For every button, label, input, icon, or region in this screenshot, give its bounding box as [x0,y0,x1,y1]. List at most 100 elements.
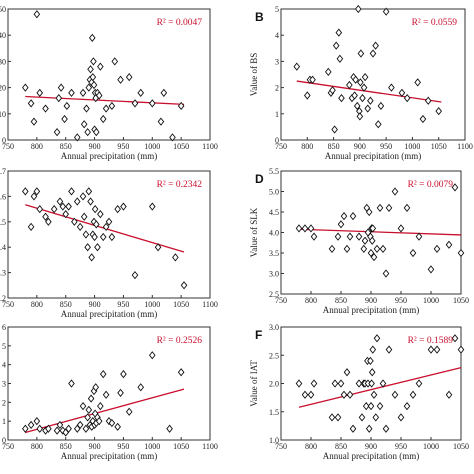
data-point [346,80,353,90]
data-point [85,83,93,92]
data-point [367,248,375,258]
data-point [99,232,107,242]
data-point [73,197,81,206]
data-point [22,83,29,92]
data-point [340,211,348,221]
data-point [169,133,176,142]
data-point [172,253,179,262]
y-tick-label: .7 [0,167,6,176]
data-point [353,101,361,111]
panel-c: 750 800 850 900 950 1000 1050 1100 .2 .3 .4 .5 .6 .7 A… [0,167,218,319]
data-point [367,401,375,411]
data-point [427,345,435,354]
data-point [61,114,68,124]
x-axis-label: Annual precipitation (mm) [323,305,419,315]
y-tick-label: 30 [0,57,6,66]
data-point [419,114,427,124]
y-tick-label: 2.5 [269,351,279,360]
data-point [65,202,72,211]
y-tick-label: 5 [275,5,279,14]
data-point [55,93,63,103]
data-point [398,88,406,97]
data-point [102,390,110,399]
data-point [30,117,38,126]
data-point [62,210,70,219]
data-point [108,101,116,111]
y-tick-label: 3 [2,380,6,389]
y-tick-label: 1 [2,417,6,426]
data-point [89,72,97,82]
data-point [154,243,162,252]
x-tick-label: 750 [2,442,14,451]
x-tick-label: 1100 [202,142,218,151]
data-point [82,230,90,239]
x-tick-label: 850 [335,296,347,305]
data-point [65,424,72,433]
data-point [93,220,100,229]
data-point [374,120,382,129]
x-tick-label: 800 [31,442,43,451]
y-tick-label: 6 [2,323,6,332]
data-point [42,212,49,221]
y-tick-label: 2.0 [269,380,279,389]
x-tick-label: 750 [275,296,287,305]
x-tick-label: 950 [117,300,129,309]
data-point [337,379,345,388]
data-point [131,99,139,108]
data-point [160,88,168,97]
data-point [328,244,336,254]
data-point [85,405,93,414]
x-tick-label: 900 [354,142,366,151]
data-point [97,62,104,71]
data-point [102,104,110,113]
panel-e: 750 800 850 900 950 1000 1050 1100 0 1 2 3 4 5 6 Annual… [2,323,218,461]
data-point [332,41,340,50]
data-point [90,80,98,90]
data-point [90,57,97,66]
data-point [80,212,88,221]
data-point [63,101,71,111]
y-tick-label: 10 [0,110,6,119]
x-tick-label: 900 [89,142,101,151]
x-tick-label: 800 [31,142,43,151]
x-tick-label: 1050 [173,142,189,151]
data-point [331,379,339,388]
x-axis-label: Annual precipitation (mm) [325,151,421,161]
data-point [373,334,381,343]
y-tick-label: .6 [0,192,6,201]
data-point [307,390,315,399]
trend-line [298,228,462,236]
x-tick-label: 800 [31,300,43,309]
data-point [295,379,303,388]
data-point [364,104,372,113]
x-tick-label: 1100 [202,442,218,451]
data-point [120,202,127,211]
data-point [368,379,375,388]
data-point [125,72,133,82]
data-point [295,224,303,233]
data-point [365,424,373,433]
data-point [301,224,309,233]
data-point [403,203,411,213]
data-point [114,204,121,214]
x-tick-label: 1050 [173,300,189,309]
data-point [368,236,376,245]
data-point [137,88,145,97]
x-tick-label: 1050 [453,442,469,451]
y-tick-label: 3.5 [269,249,279,258]
data-point [45,424,52,433]
panel-b: 750 800 850 900 950 1000 1050 1100 0 1 2 3 4 5 Annual … [249,4,473,161]
data-point [307,224,315,233]
data-point [377,101,385,111]
x-tick-label: 850 [60,300,72,309]
data-point [335,28,343,37]
y-tick-label: 5.0 [269,188,279,197]
data-point [22,424,29,433]
y-tick-label: .5 [0,218,6,227]
data-point [369,224,377,233]
y-tick-label: .2 [0,294,6,303]
x-tick-label: 950 [395,296,407,305]
y-tick-label: 3.0 [269,323,279,332]
y-tick-label: 3 [275,57,279,66]
data-point [57,83,65,92]
